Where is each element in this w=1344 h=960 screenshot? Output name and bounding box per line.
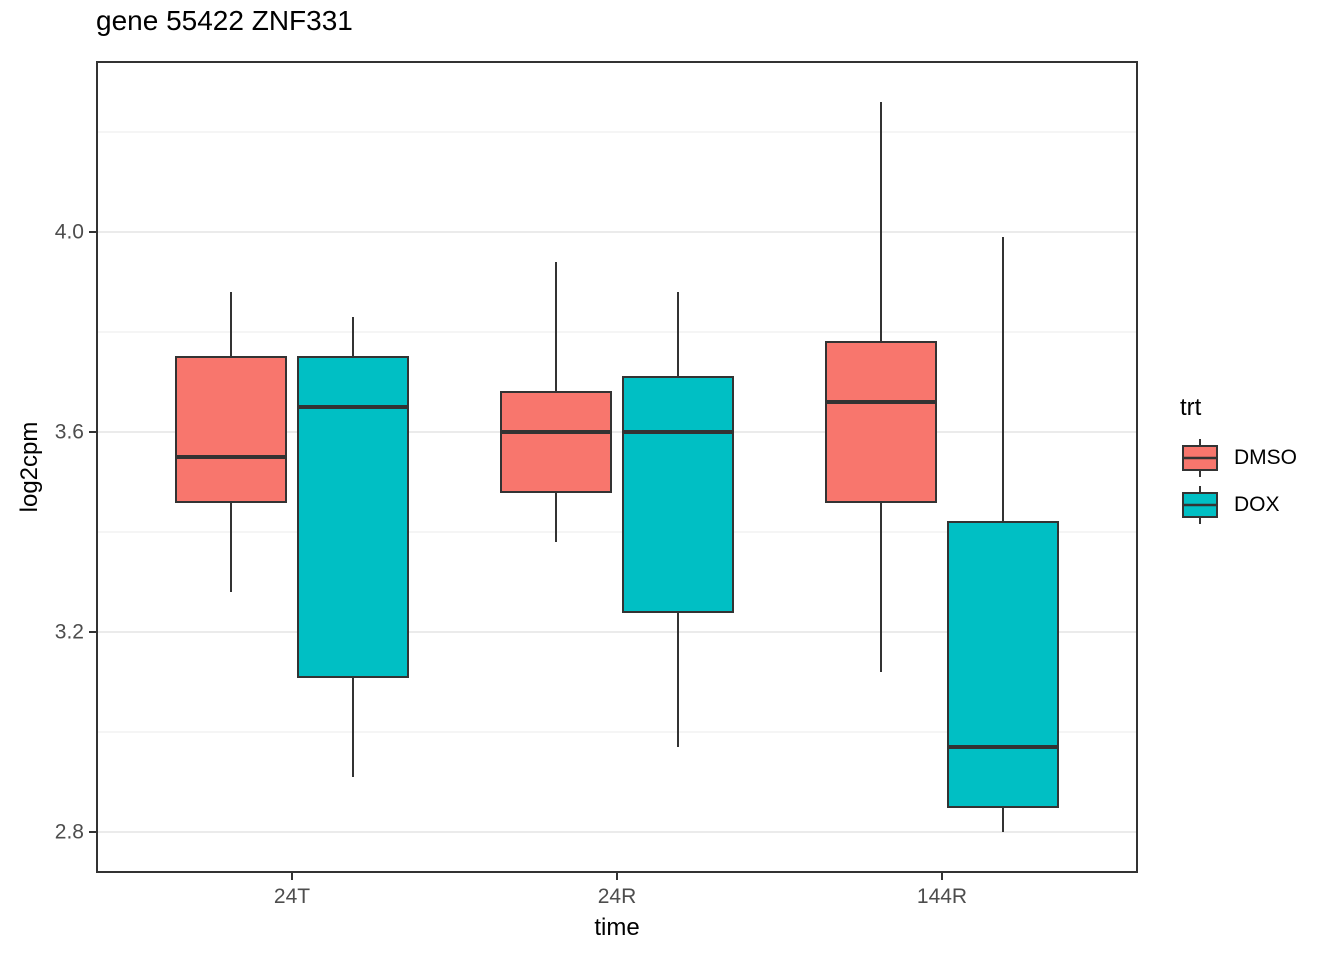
x-axis-title: time [594,914,640,941]
box-dox-24r [622,376,734,613]
y-tick-label-2.8: 2.8 [55,821,84,844]
y-tick-label-3.2: 3.2 [55,621,84,644]
box-dmso-24t [175,356,287,503]
box-dox-24t [297,356,409,678]
legend: trt DMSO DOX [1178,394,1297,528]
legend-label-dox: DOX [1234,492,1280,516]
chart-title: gene 55422 ZNF331 [96,5,353,36]
y-tick-label-4: 4.0 [55,221,84,244]
legend-entry-dmso: DMSO [1178,434,1297,481]
y-tick-label-3.6: 3.6 [55,421,84,444]
legend-key-boxplot-icon-dox [1182,485,1218,524]
x-tick-label-24T: 24T [274,885,310,908]
x-tick-label-24R: 24R [598,885,637,908]
panel-border [96,61,1138,873]
legend-title: trt [1180,394,1202,421]
legend-entry-dox: DOX [1178,481,1297,528]
legend-entries: DMSO DOX [1178,434,1297,528]
x-tick-label-144R: 144R [917,885,967,908]
box-dmso-144r [825,341,937,503]
legend-key-boxplot-icon-dmso [1182,438,1218,477]
box-dmso-24r [500,391,612,493]
legend-label-dmso: DMSO [1234,445,1297,469]
box-dox-144r [947,521,1059,808]
